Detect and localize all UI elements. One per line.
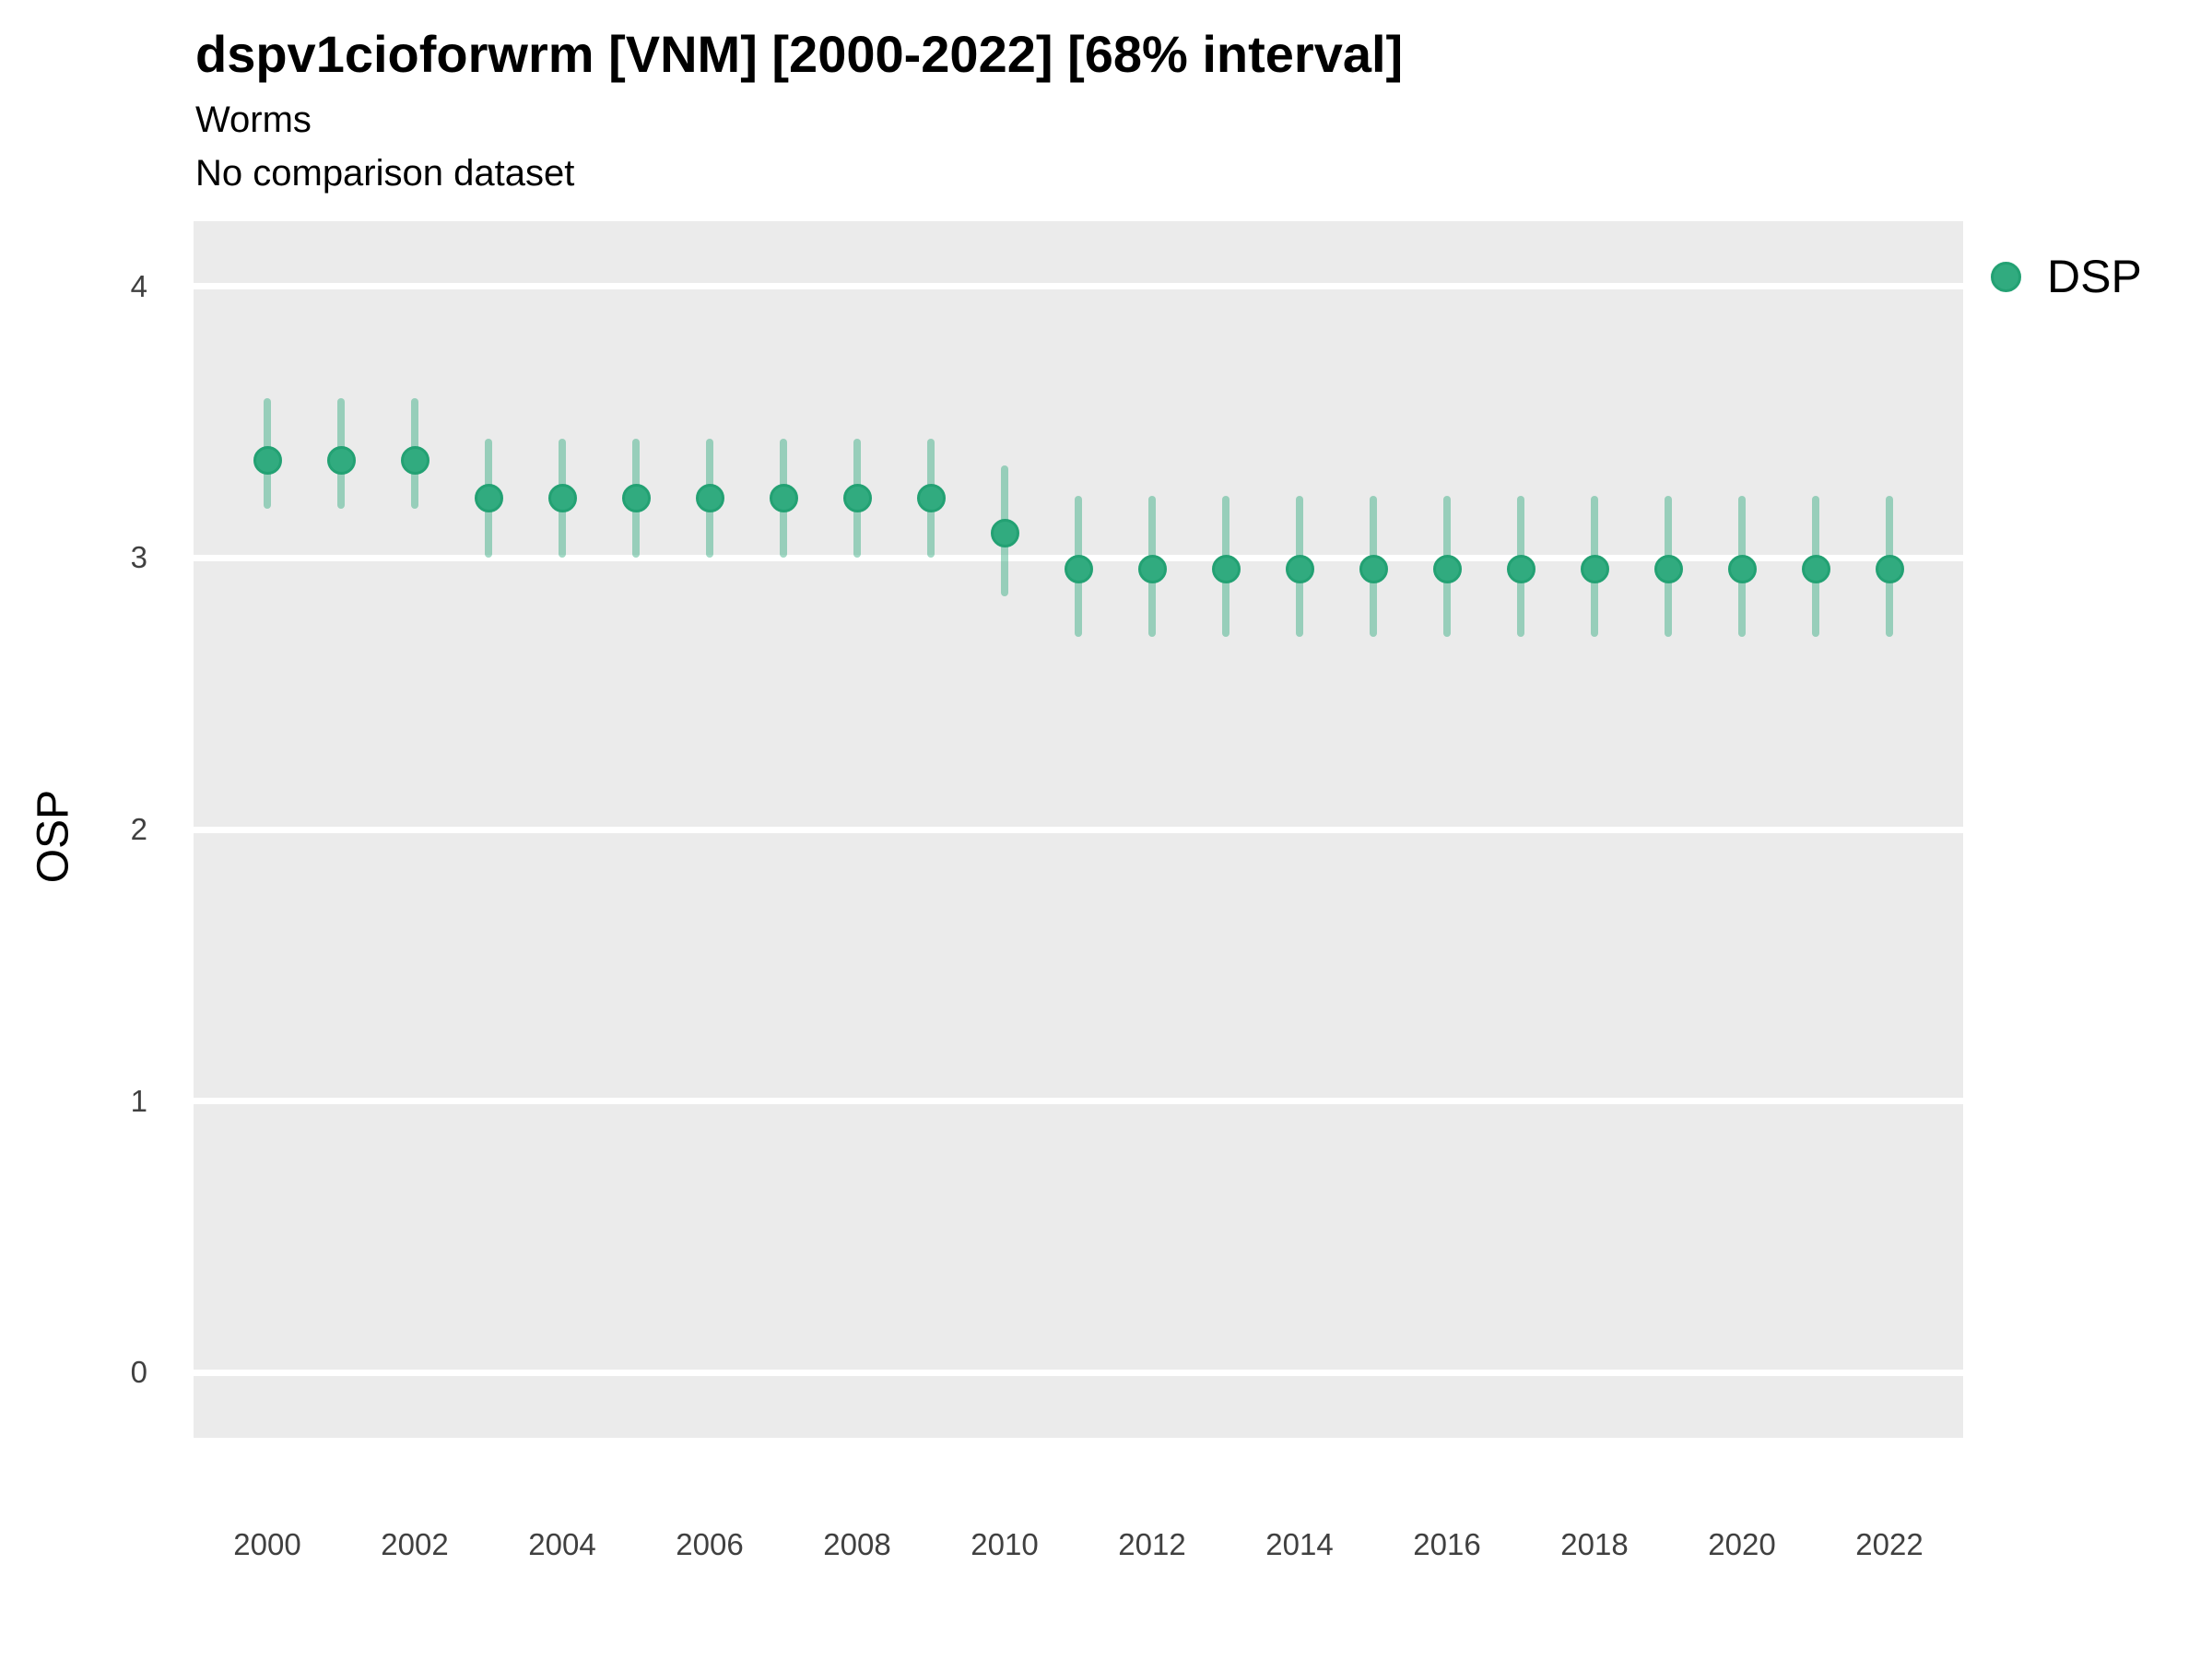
data-point: [916, 484, 946, 513]
data-point: [1653, 554, 1683, 583]
data-point: [253, 445, 282, 475]
data-point: [1801, 554, 1830, 583]
data-point: [474, 484, 503, 513]
data-point: [1285, 554, 1314, 583]
data-point: [1137, 554, 1167, 583]
legend: DSP: [1991, 249, 2142, 304]
y-tick-label: 0: [130, 1355, 147, 1390]
data-point: [1432, 554, 1462, 583]
x-tick-label: 2004: [528, 1527, 596, 1561]
data-point: [1727, 554, 1757, 583]
x-tick-label: 2020: [1708, 1527, 1776, 1561]
legend-point-icon: [1991, 261, 2021, 292]
x-tick-label: 2000: [233, 1527, 301, 1561]
data-point: [769, 484, 798, 513]
y-tick-label: 2: [130, 812, 147, 846]
gridline-y-1: [194, 1098, 1963, 1105]
data-point: [1211, 554, 1241, 583]
data-point: [1506, 554, 1535, 583]
x-tick-label: 2010: [971, 1527, 1039, 1561]
gridline-y-2: [194, 826, 1963, 833]
chart-subtitle: Worms: [195, 100, 312, 140]
data-point: [621, 484, 651, 513]
chart-note: No comparison dataset: [195, 153, 575, 194]
data-point: [695, 484, 724, 513]
x-tick-label: 2006: [676, 1527, 744, 1561]
data-point: [1064, 554, 1093, 583]
legend-label: DSP: [2047, 251, 2142, 302]
gridline-y-4: [194, 283, 1963, 290]
x-tick-label: 2016: [1413, 1527, 1481, 1561]
x-tick-label: 2008: [823, 1527, 891, 1561]
x-tick-label: 2002: [381, 1527, 449, 1561]
data-point: [1580, 554, 1609, 583]
x-tick-label: 2018: [1560, 1527, 1629, 1561]
y-tick-label: 1: [130, 1083, 147, 1118]
y-tick-label: 4: [130, 268, 147, 303]
data-point: [1359, 554, 1388, 583]
x-tick-label: 2014: [1265, 1527, 1334, 1561]
plot-panel: [194, 221, 1963, 1438]
chart-title: dspv1cioforwrm [VNM] [2000-2022] [68% in…: [195, 25, 1404, 83]
gridline-y-0: [194, 1369, 1963, 1376]
data-point: [400, 445, 429, 475]
data-point: [1875, 554, 1904, 583]
data-point: [547, 484, 577, 513]
data-point: [842, 484, 872, 513]
data-point: [990, 519, 1019, 548]
data-point: [326, 445, 356, 475]
y-tick-label: 3: [130, 540, 147, 575]
x-tick-label: 2012: [1118, 1527, 1186, 1561]
x-tick-label: 2022: [1855, 1527, 1924, 1561]
